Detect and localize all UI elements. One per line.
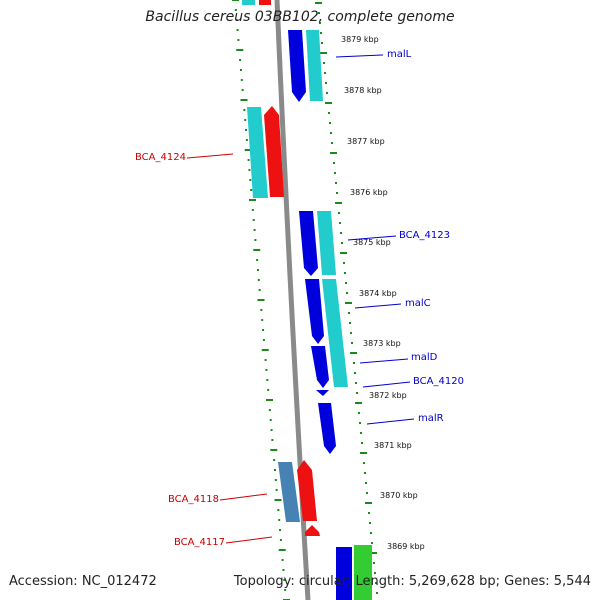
- leader-line-malc: [354, 303, 402, 309]
- gene-cyan-mall[interactable]: [306, 30, 323, 101]
- kbp-label: 3878 kbp: [344, 86, 382, 95]
- kbp-label-group: 3879 kbp 3878 kbp 3877 kbp 3876 kbp 3875…: [341, 35, 425, 551]
- gene-label-bca4124[interactable]: BCA_4124: [135, 152, 186, 163]
- leader-line-bca4118: [219, 493, 268, 501]
- genome-stats-label: Topology: circular; Length: 5,269,628 bp…: [233, 574, 591, 589]
- leader-line-bca4123: [347, 235, 397, 241]
- gene-green-bottom-partial: [354, 545, 372, 600]
- left-scale-ticks: [232, 0, 290, 600]
- leader-line-bca4120: [362, 381, 411, 388]
- gene-label-bca4123[interactable]: BCA_4123: [399, 230, 450, 241]
- leader-line-bca4124: [186, 153, 234, 159]
- gene-cyan-top-partial: [242, 0, 255, 5]
- gene-label-mall[interactable]: malL: [387, 49, 412, 60]
- kbp-label: 3872 kbp: [369, 391, 407, 400]
- gene-label-bca4117[interactable]: BCA_4117: [174, 537, 225, 548]
- gene-red-bca4124[interactable]: [264, 106, 284, 197]
- gene-label-bca4118[interactable]: BCA_4118: [168, 494, 219, 505]
- gene-label-malc[interactable]: malC: [405, 298, 431, 309]
- accession-label: Accession: NC_012472: [9, 574, 157, 589]
- leader-line-malr: [366, 418, 415, 425]
- gene-blue-malc[interactable]: [305, 279, 324, 344]
- kbp-label: 3879 kbp: [341, 35, 379, 44]
- gene-blue-bca4120-small[interactable]: [316, 390, 329, 396]
- kbp-label: 3874 kbp: [359, 289, 397, 298]
- gene-red-bca4117[interactable]: [305, 525, 320, 536]
- leader-line-mald: [359, 358, 409, 364]
- gene-label-mald[interactable]: malD: [411, 352, 438, 363]
- gene-label-malr[interactable]: malR: [418, 413, 444, 424]
- kbp-label: 3877 kbp: [347, 137, 385, 146]
- genome-title: Bacillus cereus 03BB102, complete genome: [145, 9, 455, 25]
- kbp-label: 3875 kbp: [353, 238, 391, 247]
- kbp-label: 3871 kbp: [374, 441, 412, 450]
- kbp-label: 3873 kbp: [363, 339, 401, 348]
- gene-cyan-bca4123[interactable]: [317, 211, 336, 275]
- right-scale-ticks: [315, 2, 378, 594]
- kbp-label: 3876 kbp: [350, 188, 388, 197]
- gene-blue-malr[interactable]: [318, 403, 336, 454]
- leader-line-mall: [335, 54, 384, 58]
- gene-blue-bca4123[interactable]: [299, 211, 318, 276]
- gene-red-top-partial: [259, 0, 271, 5]
- gene-cyan-bca4124[interactable]: [247, 107, 268, 198]
- gene-label-bca4120[interactable]: BCA_4120: [413, 376, 464, 387]
- gene-blue-mald[interactable]: [311, 346, 329, 388]
- gene-cyan-malc[interactable]: [322, 279, 348, 387]
- gene-steel-bca4118[interactable]: [278, 462, 300, 522]
- kbp-label: 3869 kbp: [387, 542, 425, 551]
- gene-blue-mall[interactable]: [288, 30, 306, 102]
- kbp-label: 3870 kbp: [380, 491, 418, 500]
- gene-red-bca4118[interactable]: [297, 460, 317, 521]
- leader-line-bca4117: [225, 536, 273, 544]
- gene-blue-bottom-partial: [336, 547, 352, 600]
